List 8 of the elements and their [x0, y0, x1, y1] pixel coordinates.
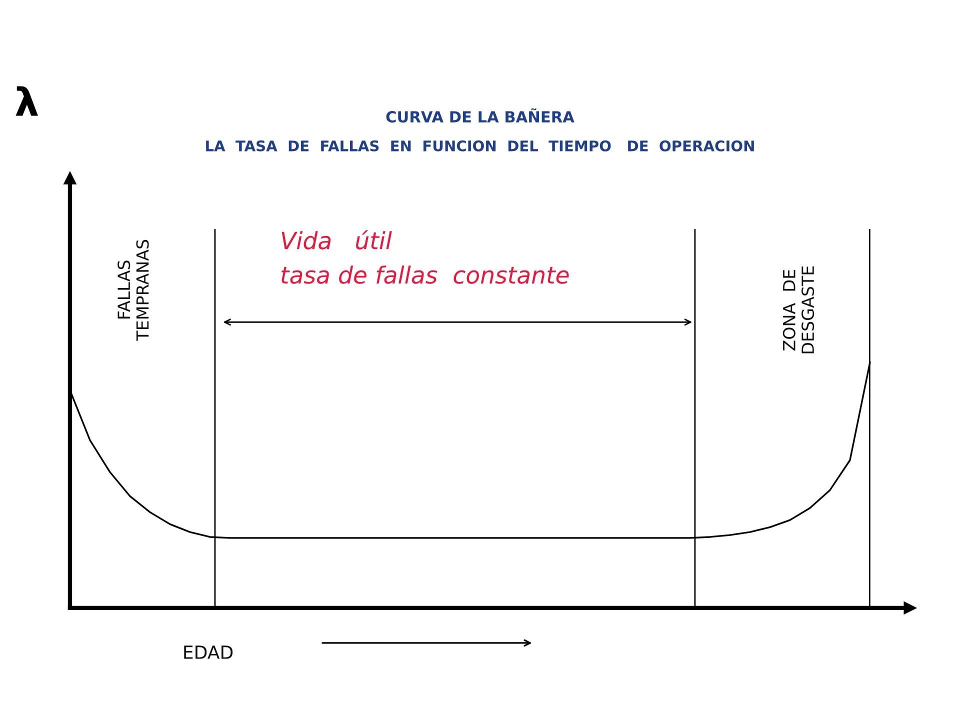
text: FALLAS TEMPRANAS — [118, 240, 149, 341]
chart-title: CURVA DE LA BAÑERA — [386, 108, 574, 123]
text: λ — [16, 86, 38, 116]
text: tasa de fallas constante — [281, 266, 569, 284]
chart-subtitle: LA TASA DE FALLAS EN FUNCION DEL TIEMPO DE OPERACION — [206, 140, 754, 152]
text: Vida útil — [282, 230, 392, 250]
x-axis-title: EDAD — [184, 646, 233, 659]
text: ZONA DE DESGASTE — [782, 266, 814, 354]
